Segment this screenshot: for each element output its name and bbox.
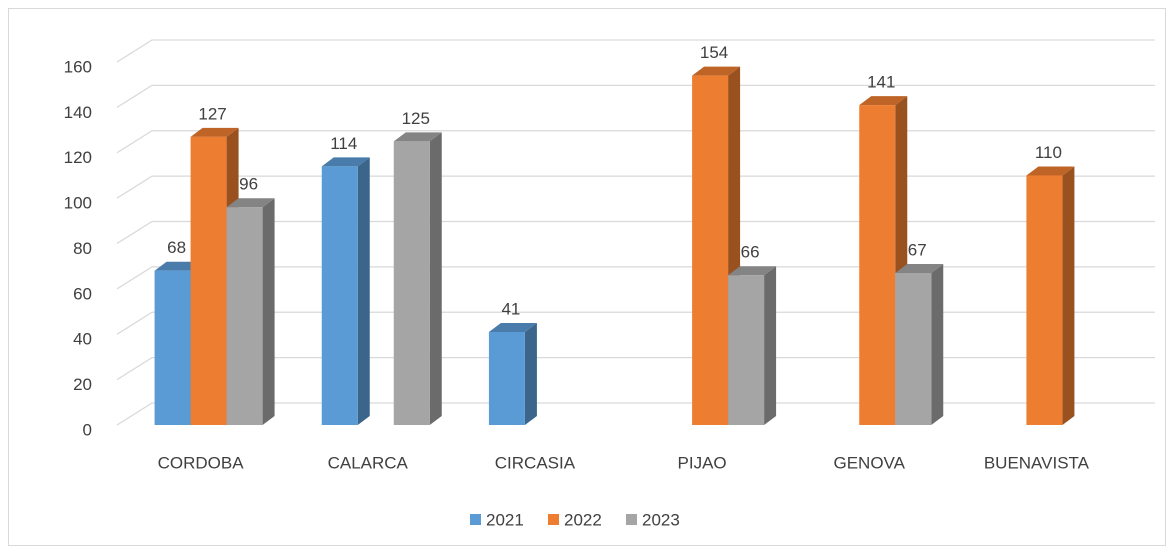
bar-side <box>357 157 370 426</box>
legend-label: 2021 <box>486 510 524 529</box>
grid-line <box>116 266 1155 290</box>
data-label: 127 <box>198 104 226 123</box>
bar <box>1026 175 1063 425</box>
y-tick-label: 80 <box>73 239 92 258</box>
data-label: 67 <box>908 240 927 259</box>
grid-line <box>116 356 1155 381</box>
y-tick-label: 0 <box>83 420 92 439</box>
bar-top <box>190 127 239 137</box>
bar-side <box>524 322 537 425</box>
bar <box>895 272 932 425</box>
data-label: 41 <box>501 299 520 318</box>
data-label: 154 <box>700 43 728 62</box>
data-label: 125 <box>402 109 430 128</box>
bar-top <box>393 132 442 142</box>
legend-label: 2022 <box>564 510 602 529</box>
bar-top <box>859 96 908 106</box>
bar <box>154 270 191 425</box>
x-tick-label: GENOVA <box>834 453 906 472</box>
data-label: 141 <box>867 73 895 92</box>
bar <box>859 105 896 425</box>
bar-side <box>931 263 944 425</box>
y-tick-label: 40 <box>73 330 92 349</box>
x-tick-label: BUENAVISTA <box>984 453 1090 472</box>
x-tick-label: CORDOBA <box>158 453 245 472</box>
grid-line <box>116 84 1155 108</box>
grid-line <box>116 130 1155 154</box>
bar <box>226 207 263 425</box>
data-label: 110 <box>1035 143 1062 162</box>
bar-top <box>895 263 944 273</box>
grid-line <box>116 402 1155 426</box>
grid-line <box>116 175 1155 199</box>
y-tick-label: 160 <box>64 57 92 76</box>
y-tick-label: 60 <box>73 284 92 303</box>
bar <box>728 275 765 425</box>
bar <box>692 75 729 426</box>
x-tick-label: CIRCASIA <box>495 453 576 472</box>
bar-side <box>1062 166 1075 425</box>
y-tick-label: 20 <box>73 375 92 394</box>
y-tick-label: 100 <box>64 194 92 213</box>
data-label: 68 <box>167 238 186 257</box>
grid-line <box>116 39 1155 63</box>
bar <box>393 141 430 425</box>
bar-side <box>429 132 442 425</box>
bar-top <box>321 157 370 167</box>
bar-side <box>262 198 275 425</box>
grid-line <box>116 220 1155 245</box>
bar-top <box>488 322 537 332</box>
bar <box>488 331 525 425</box>
bar <box>190 136 227 425</box>
bar-top <box>728 266 777 276</box>
data-label: 114 <box>330 134 357 153</box>
bar <box>321 166 358 426</box>
bar-side <box>764 266 777 425</box>
y-tick-label: 140 <box>64 103 92 122</box>
data-label: 96 <box>239 175 258 194</box>
bar-top <box>1026 166 1075 176</box>
legend-swatch <box>548 514 559 525</box>
bar-top <box>226 198 275 208</box>
data-label: 66 <box>741 243 760 262</box>
legend-label: 2023 <box>642 510 680 529</box>
bar-top <box>692 66 741 76</box>
legend-swatch <box>626 514 637 525</box>
x-tick-label: CALARCA <box>328 453 409 472</box>
legend-swatch <box>470 514 481 525</box>
x-tick-label: PIJAO <box>678 453 727 472</box>
y-tick-label: 120 <box>64 148 92 167</box>
grid-line <box>116 311 1155 335</box>
